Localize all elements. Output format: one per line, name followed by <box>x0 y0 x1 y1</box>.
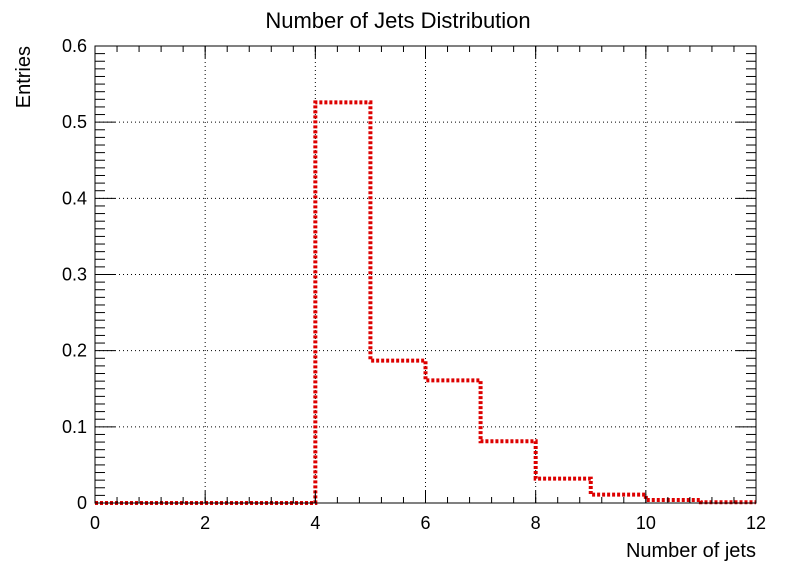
histogram-bin <box>481 441 536 503</box>
x-tick-label: 2 <box>200 513 210 533</box>
y-axis-label: Entries <box>13 46 35 108</box>
histogram-bin <box>370 361 425 503</box>
y-tick-label: 0.6 <box>62 36 87 56</box>
x-axis-label: Number of jets <box>626 540 756 562</box>
histogram-bin <box>591 495 646 503</box>
y-axis: 0 0.1 0.2 0.3 0.4 0.5 0.6 <box>62 36 756 513</box>
x-tick-label: 6 <box>420 513 430 533</box>
x-tick-label: 0 <box>90 513 100 533</box>
x-tick-label: 8 <box>531 513 541 533</box>
histogram-bin <box>315 102 370 503</box>
histogram-bin <box>426 380 481 503</box>
chart-title: Number of Jets Distribution <box>265 8 530 33</box>
x-tick-label: 12 <box>746 513 766 533</box>
histogram-bin <box>536 479 591 503</box>
y-tick-label: 0 <box>77 493 87 513</box>
x-tick-label: 10 <box>636 513 656 533</box>
y-tick-label: 0.4 <box>62 188 87 208</box>
y-tick-label: 0.3 <box>62 265 87 285</box>
y-tick-label: 0.2 <box>62 341 87 361</box>
x-tick-label: 4 <box>310 513 320 533</box>
y-tick-label: 0.1 <box>62 417 87 437</box>
y-tick-label: 0.5 <box>62 112 87 132</box>
x-axis: 0 2 4 6 8 10 12 <box>90 46 766 533</box>
